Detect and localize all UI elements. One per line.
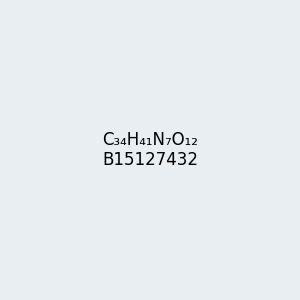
Text: C₃₄H₄₁N₇O₁₂
B15127432: C₃₄H₄₁N₇O₁₂ B15127432 xyxy=(102,130,198,170)
